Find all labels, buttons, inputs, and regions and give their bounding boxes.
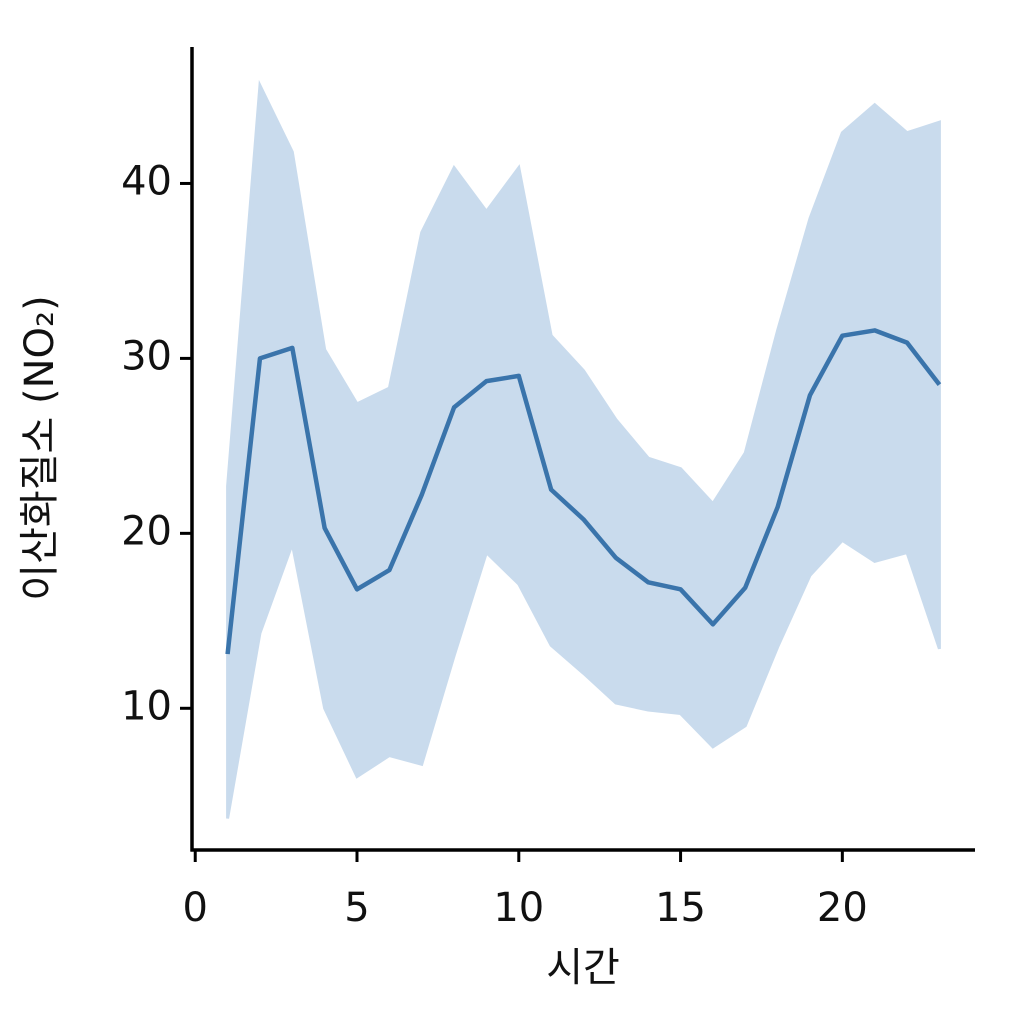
y-tick-label: 20 [121,508,172,554]
line [225,328,942,655]
x-tick-label: 5 [344,885,369,931]
x-axis-label: 시간 [546,945,620,991]
y-tick-label: 40 [121,158,172,204]
y-tick-label: 10 [121,683,172,729]
x-tick-label: 15 [655,885,706,931]
x-tick-label: 10 [493,885,544,931]
y-tick-label: 30 [121,333,172,379]
x-tick-label: 0 [183,885,208,931]
confidence-band [226,79,941,819]
y-axis-label: 이산화질소 (NO₂) [17,295,63,600]
x-tick-label: 20 [817,885,868,931]
